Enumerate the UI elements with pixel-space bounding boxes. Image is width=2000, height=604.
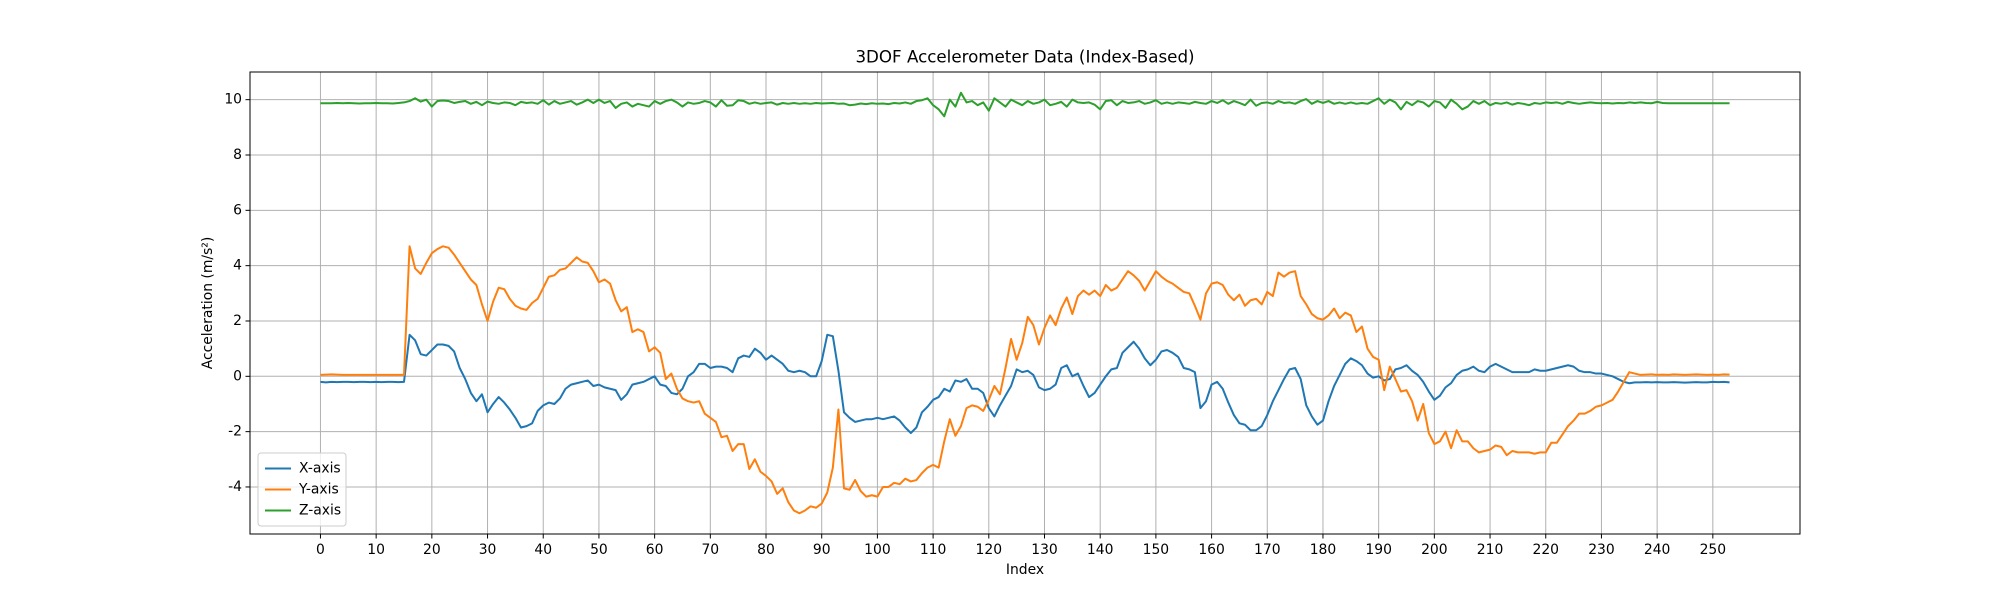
legend-label: X-axis	[299, 461, 341, 477]
x-tick-label: 80	[757, 542, 775, 558]
x-tick-label: 30	[479, 542, 497, 558]
y-tick-label: 6	[233, 202, 242, 218]
chart-title: 3DOF Accelerometer Data (Index-Based)	[855, 47, 1194, 67]
grid	[250, 72, 1800, 534]
x-tick-label: 180	[1310, 542, 1337, 558]
x-tick-label: 100	[864, 542, 891, 558]
x-tick-label: 40	[534, 542, 552, 558]
x-tick-label: 10	[367, 542, 385, 558]
y-tick-label: 2	[233, 313, 242, 329]
x-tick-label: 90	[813, 542, 831, 558]
plot-area	[320, 91, 1730, 515]
x-tick-label: 240	[1644, 542, 1671, 558]
y-tick-label: 8	[233, 147, 242, 163]
data-line	[320, 91, 1730, 118]
x-tick-label: 230	[1588, 542, 1615, 558]
legend: X-axis Y-axis Z-axis	[257, 452, 347, 527]
data-line	[320, 245, 1730, 515]
x-tick-label: 130	[1031, 542, 1058, 558]
x-tick-label: 160	[1198, 542, 1225, 558]
x-axis-label: Index	[1006, 562, 1044, 578]
legend-label: Y-axis	[298, 482, 339, 498]
x-tick-label: 250	[1700, 542, 1727, 558]
x-tick-label: 20	[423, 542, 441, 558]
x-tick-label: 140	[1087, 542, 1114, 558]
axes-frame	[249, 71, 1801, 535]
y-tick-label: 4	[233, 258, 242, 274]
data-line	[320, 333, 1730, 435]
x-tick-label: 0	[316, 542, 325, 558]
x-tick-label: 120	[976, 542, 1003, 558]
legend-label: Z-axis	[299, 503, 341, 519]
y-tick-label: -2	[228, 424, 242, 440]
x-tick-label: 210	[1477, 542, 1504, 558]
y-tick-label: 10	[224, 92, 242, 108]
y-tick-label: 0	[233, 368, 242, 384]
x-tick-label: 70	[701, 542, 719, 558]
x-tick-label: 110	[920, 542, 947, 558]
x-tick-label: 50	[590, 542, 608, 558]
x-tick-label: 170	[1254, 542, 1281, 558]
x-tick-label: 200	[1421, 542, 1448, 558]
y-tick-label: -4	[228, 479, 242, 495]
legend-box	[257, 452, 347, 527]
x-tick-label: 220	[1532, 542, 1559, 558]
x-tick-label: 60	[646, 542, 664, 558]
x-tick-label: 190	[1365, 542, 1392, 558]
ticks: 0 10 20 30 40 50 60 70 80 90 100 110 120 130 140 150 160…	[224, 92, 1726, 558]
x-tick-label: 150	[1143, 542, 1170, 558]
y-axis-label: Acceleration (m/s²)	[200, 237, 216, 370]
